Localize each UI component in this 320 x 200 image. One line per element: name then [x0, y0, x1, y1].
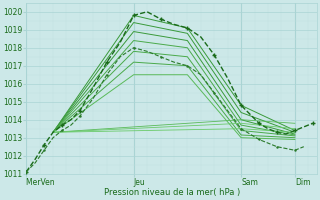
- X-axis label: Pression niveau de la mer( hPa ): Pression niveau de la mer( hPa ): [104, 188, 240, 197]
